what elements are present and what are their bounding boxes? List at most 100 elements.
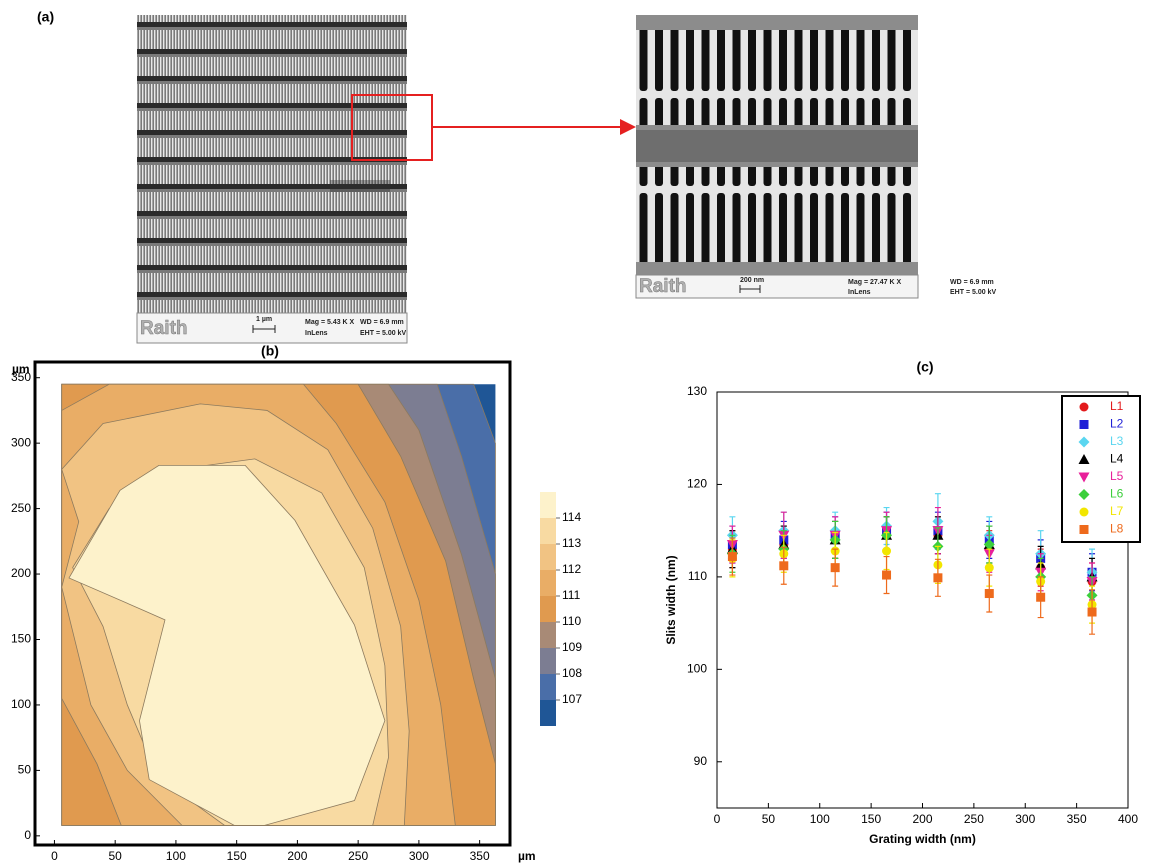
point <box>727 552 737 562</box>
x-tick-label: 400 <box>1118 812 1138 826</box>
y-tick-label: 350 <box>11 370 31 384</box>
legend-label: L7 <box>1110 504 1124 518</box>
legend-label: L3 <box>1110 434 1124 448</box>
legend-label: L4 <box>1110 452 1124 466</box>
legend-marker <box>1079 420 1089 429</box>
legend-marker <box>1079 525 1089 534</box>
point <box>933 573 943 583</box>
sem-eht: EHT = 5.00 kV <box>950 289 996 296</box>
colorbar-swatch <box>540 570 556 596</box>
point <box>779 561 789 571</box>
legend-marker <box>1078 436 1090 448</box>
panel-title: (b) <box>261 343 279 359</box>
x-tick-label: 250 <box>348 849 368 863</box>
y-tick-label: 200 <box>11 566 31 580</box>
sem-defect <box>330 180 390 192</box>
y-tick-label: 250 <box>11 501 31 515</box>
colorbar-swatch <box>540 596 556 622</box>
y-tick-label: 90 <box>694 754 708 768</box>
point <box>1036 592 1046 602</box>
x-tick-label: 300 <box>409 849 429 863</box>
legend-marker <box>1078 454 1090 464</box>
x-tick-label: 200 <box>912 812 932 826</box>
x-tick-label: 150 <box>227 849 247 863</box>
colorbar-label: 107 <box>562 692 582 706</box>
x-tick-label: 350 <box>1067 812 1087 826</box>
colorbar-label: 112 <box>562 562 581 576</box>
sem-scale: 1 µm <box>256 316 272 323</box>
legend-marker <box>1078 489 1090 500</box>
sem-wd: WD = 6.9 mm <box>360 319 404 326</box>
y-tick-label: 300 <box>11 435 31 449</box>
y-tick-label: 100 <box>687 662 707 676</box>
colorbar-label: 111 <box>562 588 581 602</box>
x-tick-label: 200 <box>287 849 307 863</box>
x-tick-label: 100 <box>810 812 830 826</box>
x-tick-label: 300 <box>1015 812 1035 826</box>
y-tick-label: 130 <box>687 384 707 398</box>
legend-label: L2 <box>1110 417 1124 431</box>
colorbar-label: 114 <box>562 510 581 524</box>
x-tick-label: 100 <box>166 849 186 863</box>
bar-region <box>636 130 918 162</box>
colorbar-label: 110 <box>562 614 581 628</box>
y-tick-label: 50 <box>18 763 32 777</box>
x-tick-label: 0 <box>51 849 58 863</box>
sem-info-bar <box>635 274 919 299</box>
x-unit: µm <box>518 849 536 863</box>
y-tick-label: 0 <box>24 828 31 842</box>
scale-bar <box>252 325 276 333</box>
scale-bar <box>739 285 761 293</box>
point <box>830 563 840 573</box>
legend-marker <box>1079 402 1089 412</box>
slit-row <box>636 30 918 125</box>
point <box>984 563 994 573</box>
point <box>1087 607 1097 617</box>
sem-detector: InLens <box>305 330 328 337</box>
panel-label: (a) <box>37 9 54 25</box>
legend-box <box>1061 395 1141 543</box>
sem-wd: WD = 6.9 mm <box>950 279 994 286</box>
colorbar-swatch <box>540 648 556 674</box>
y-unit: µm <box>12 362 30 376</box>
legend-label: L1 <box>1110 399 1124 413</box>
x-tick-label: 50 <box>108 849 122 863</box>
colorbar-swatch <box>540 518 556 544</box>
sem-scale: 200 nm <box>740 277 764 284</box>
colorbar-swatch <box>540 544 556 570</box>
sem-logo: Raith <box>140 318 188 339</box>
plot-frame <box>33 360 512 847</box>
sem-overview <box>137 15 407 313</box>
sem-eht: EHT = 5.00 kV <box>360 330 406 337</box>
y-tick-label: 150 <box>11 632 31 646</box>
colorbar-swatch <box>540 674 556 700</box>
sem-logo: Raith <box>639 276 687 297</box>
colorbar-label: 108 <box>562 666 582 680</box>
y-axis-label: Slits width (nm) <box>664 555 678 644</box>
legend-marker <box>1078 472 1090 483</box>
sem-mag: Mag = 27.47 K X <box>848 279 901 286</box>
x-axis-label: Grating width (nm) <box>869 832 976 846</box>
legend-label: L6 <box>1110 487 1124 501</box>
x-tick-label: 350 <box>470 849 490 863</box>
colorbar-swatch <box>540 492 556 518</box>
colorbar-label: 109 <box>562 640 582 654</box>
y-tick-label: 110 <box>688 569 707 583</box>
slit-row <box>636 167 918 262</box>
x-tick-label: 50 <box>762 812 776 826</box>
y-tick-label: 120 <box>687 477 707 491</box>
point <box>882 546 892 556</box>
legend-marker <box>1079 507 1089 517</box>
legend-label: L8 <box>1110 522 1124 536</box>
colorbar-label: 113 <box>562 536 581 550</box>
colorbar-swatch <box>540 622 556 648</box>
colorbar-swatch <box>540 700 556 726</box>
point <box>882 570 892 580</box>
panel-title: (c) <box>916 359 933 375</box>
sem-info-bar <box>136 312 408 344</box>
x-tick-label: 150 <box>861 812 881 826</box>
contour-region <box>68 465 386 826</box>
point <box>983 539 995 551</box>
legend-label: L5 <box>1110 469 1124 483</box>
point <box>984 589 994 599</box>
